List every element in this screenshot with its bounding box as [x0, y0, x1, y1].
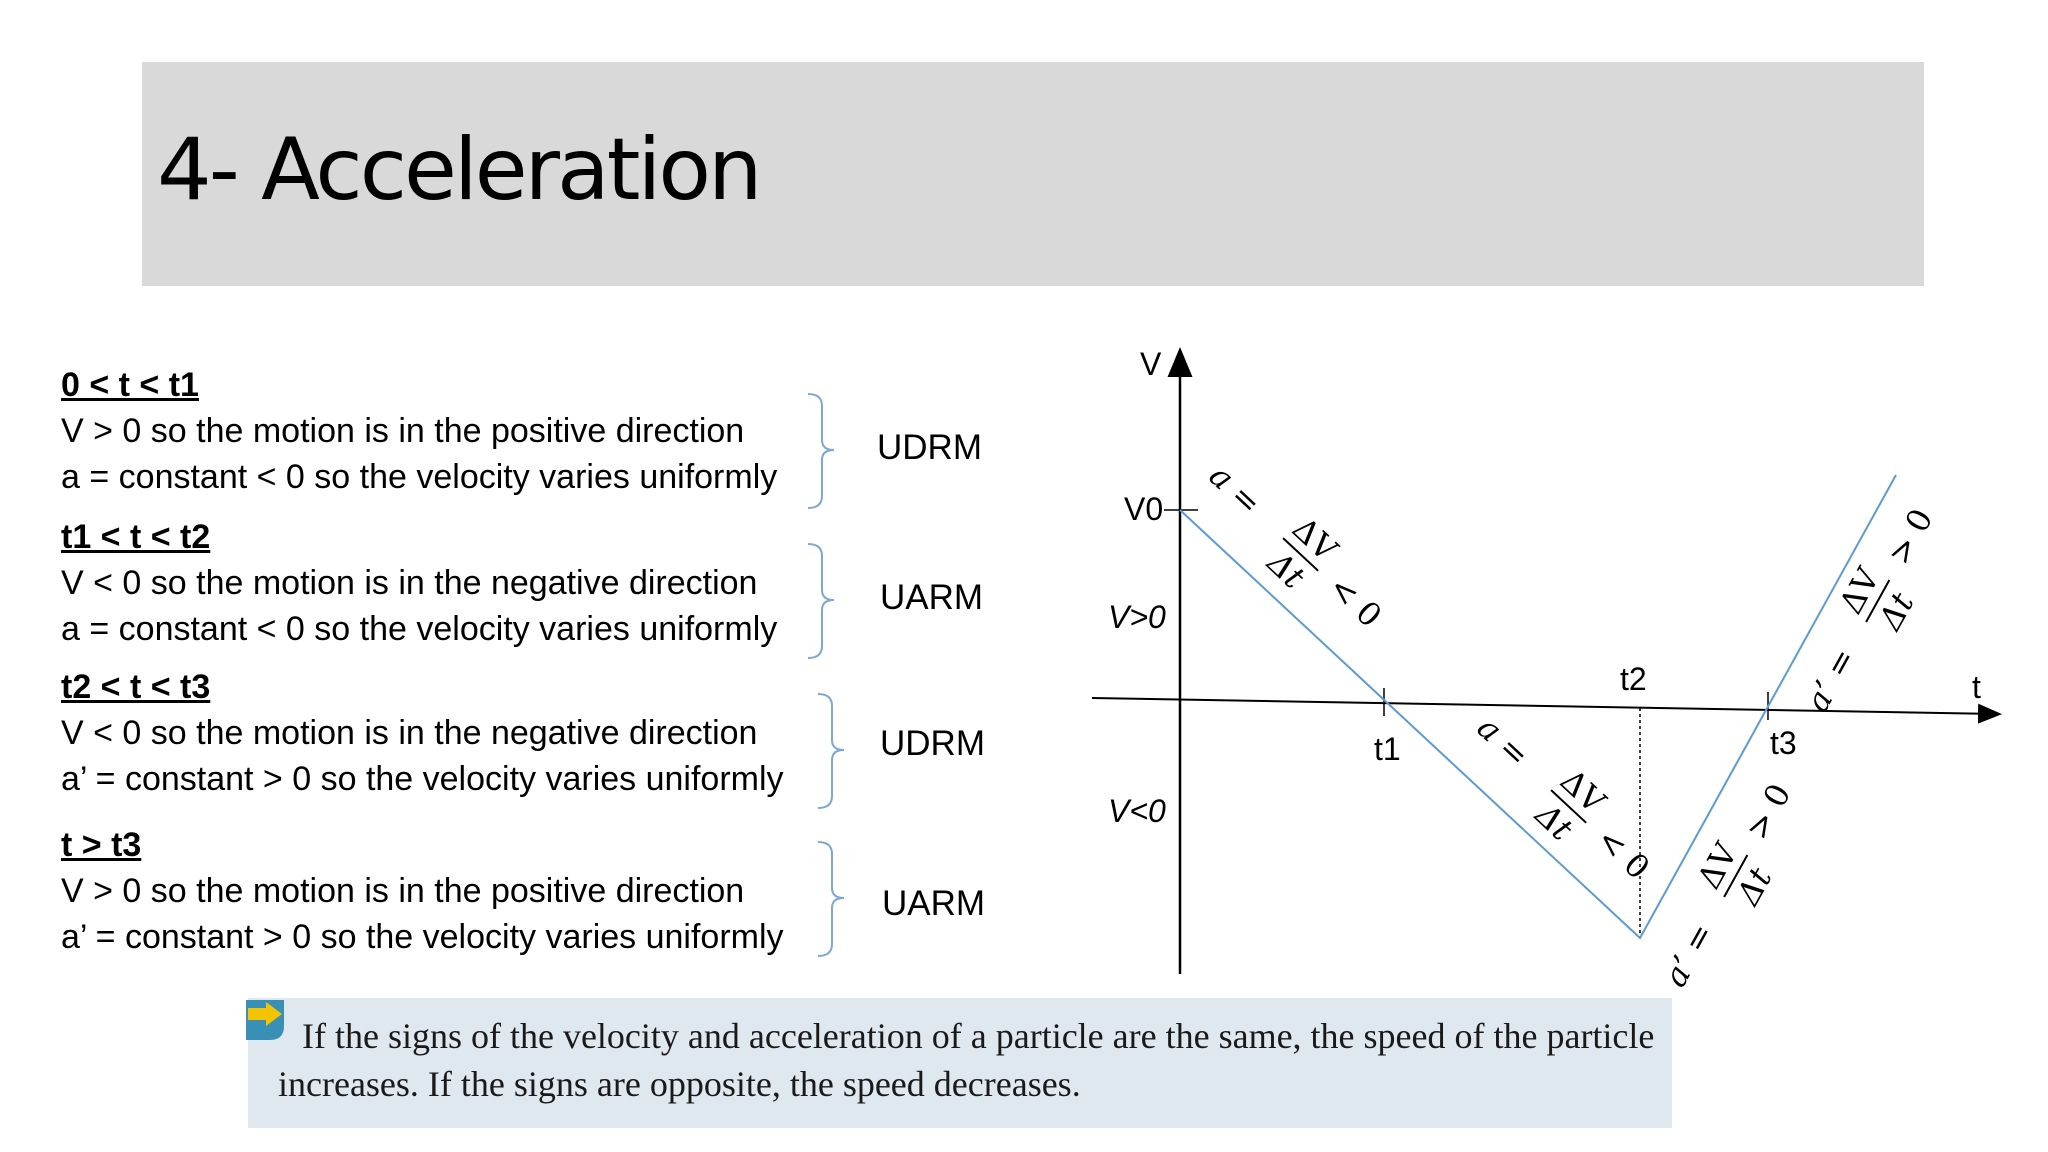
slope-rhs: < 0	[1321, 568, 1389, 635]
section-t1-t2: t1 < t < t2 V < 0 so the motion is in th…	[61, 514, 777, 652]
slope-annotation-3: a’ = ΔV Δt > 0	[1656, 777, 1799, 993]
section-heading: t > t3	[61, 826, 142, 864]
arrow-right-icon	[246, 1000, 284, 1040]
curly-brace	[807, 543, 835, 659]
motion-type-label: UDRM	[877, 428, 982, 467]
section-0-t1: 0 < t < t1 V > 0 so the motion is in the…	[61, 362, 777, 500]
section-line: a = constant < 0 so the velocity varies …	[61, 458, 778, 496]
note-text: If the signs of the velocity and acceler…	[278, 1016, 1655, 1104]
page-title: 4- Acceleration	[157, 120, 762, 220]
curly-brace	[817, 693, 845, 809]
slope-rhs: < 0	[1589, 820, 1657, 887]
section-line: a’ = constant > 0 so the velocity varies…	[61, 918, 784, 956]
slope-annotation-2: a = ΔV Δt < 0	[1470, 709, 1657, 887]
slope-fraction-bar	[1282, 537, 1319, 572]
slope-lhs: a’ =	[1656, 917, 1721, 993]
v-positive-label: V>0	[1108, 599, 1166, 635]
slope-fraction-bar	[1865, 579, 1891, 623]
curly-brace	[817, 841, 845, 957]
t-axis-label: t	[1972, 669, 1981, 705]
slope-lhs: a =	[1470, 709, 1537, 775]
section-line: V > 0 so the motion is in the positive d…	[61, 412, 745, 450]
slope-rhs: > 0	[1880, 502, 1941, 571]
section-line: V > 0 so the motion is in the positive d…	[61, 872, 745, 910]
motion-type-label: UDRM	[880, 724, 985, 763]
slope-annotation-4: a’ = ΔV Δt > 0	[1798, 502, 1941, 718]
slope-lhs: a’ =	[1798, 642, 1863, 718]
t2-label: t2	[1620, 661, 1647, 697]
section-heading: 0 < t < t1	[61, 366, 199, 404]
slope-annotation-1: a = ΔV Δt < 0	[1202, 457, 1389, 635]
motion-type-label: UARM	[882, 884, 986, 923]
section-heading: t2 < t < t3	[61, 668, 211, 706]
slope-lhs: a =	[1202, 457, 1269, 523]
v-negative-label: V<0	[1108, 793, 1166, 829]
slope-rhs: > 0	[1738, 777, 1799, 846]
v-axis-label: V	[1140, 346, 1162, 382]
note-callout: If the signs of the velocity and acceler…	[246, 998, 1672, 1128]
section-line: V < 0 so the motion is in the negative d…	[61, 564, 758, 602]
section-line: a’ = constant > 0 so the velocity varies…	[61, 760, 784, 798]
section-heading: t1 < t < t2	[61, 518, 211, 556]
section-t3: t > t3 V > 0 so the motion is in the pos…	[61, 822, 784, 960]
section-t2-t3: t2 < t < t3 V < 0 so the motion is in th…	[61, 664, 784, 802]
t-axis	[1091, 697, 2002, 724]
slope-fraction-bar	[1723, 854, 1749, 898]
t3-label: t3	[1770, 725, 1797, 761]
section-line: a = constant < 0 so the velocity varies …	[61, 610, 778, 648]
slope-fraction-bar	[1550, 789, 1587, 824]
section-line: V < 0 so the motion is in the negative d…	[61, 714, 758, 752]
motion-type-label: UARM	[880, 578, 984, 617]
v0-label: V0	[1124, 491, 1163, 527]
t1-label: t1	[1374, 731, 1401, 767]
curly-brace	[807, 393, 835, 509]
velocity-line	[1179, 474, 1897, 940]
title-bar: 4- Acceleration	[142, 62, 1924, 286]
